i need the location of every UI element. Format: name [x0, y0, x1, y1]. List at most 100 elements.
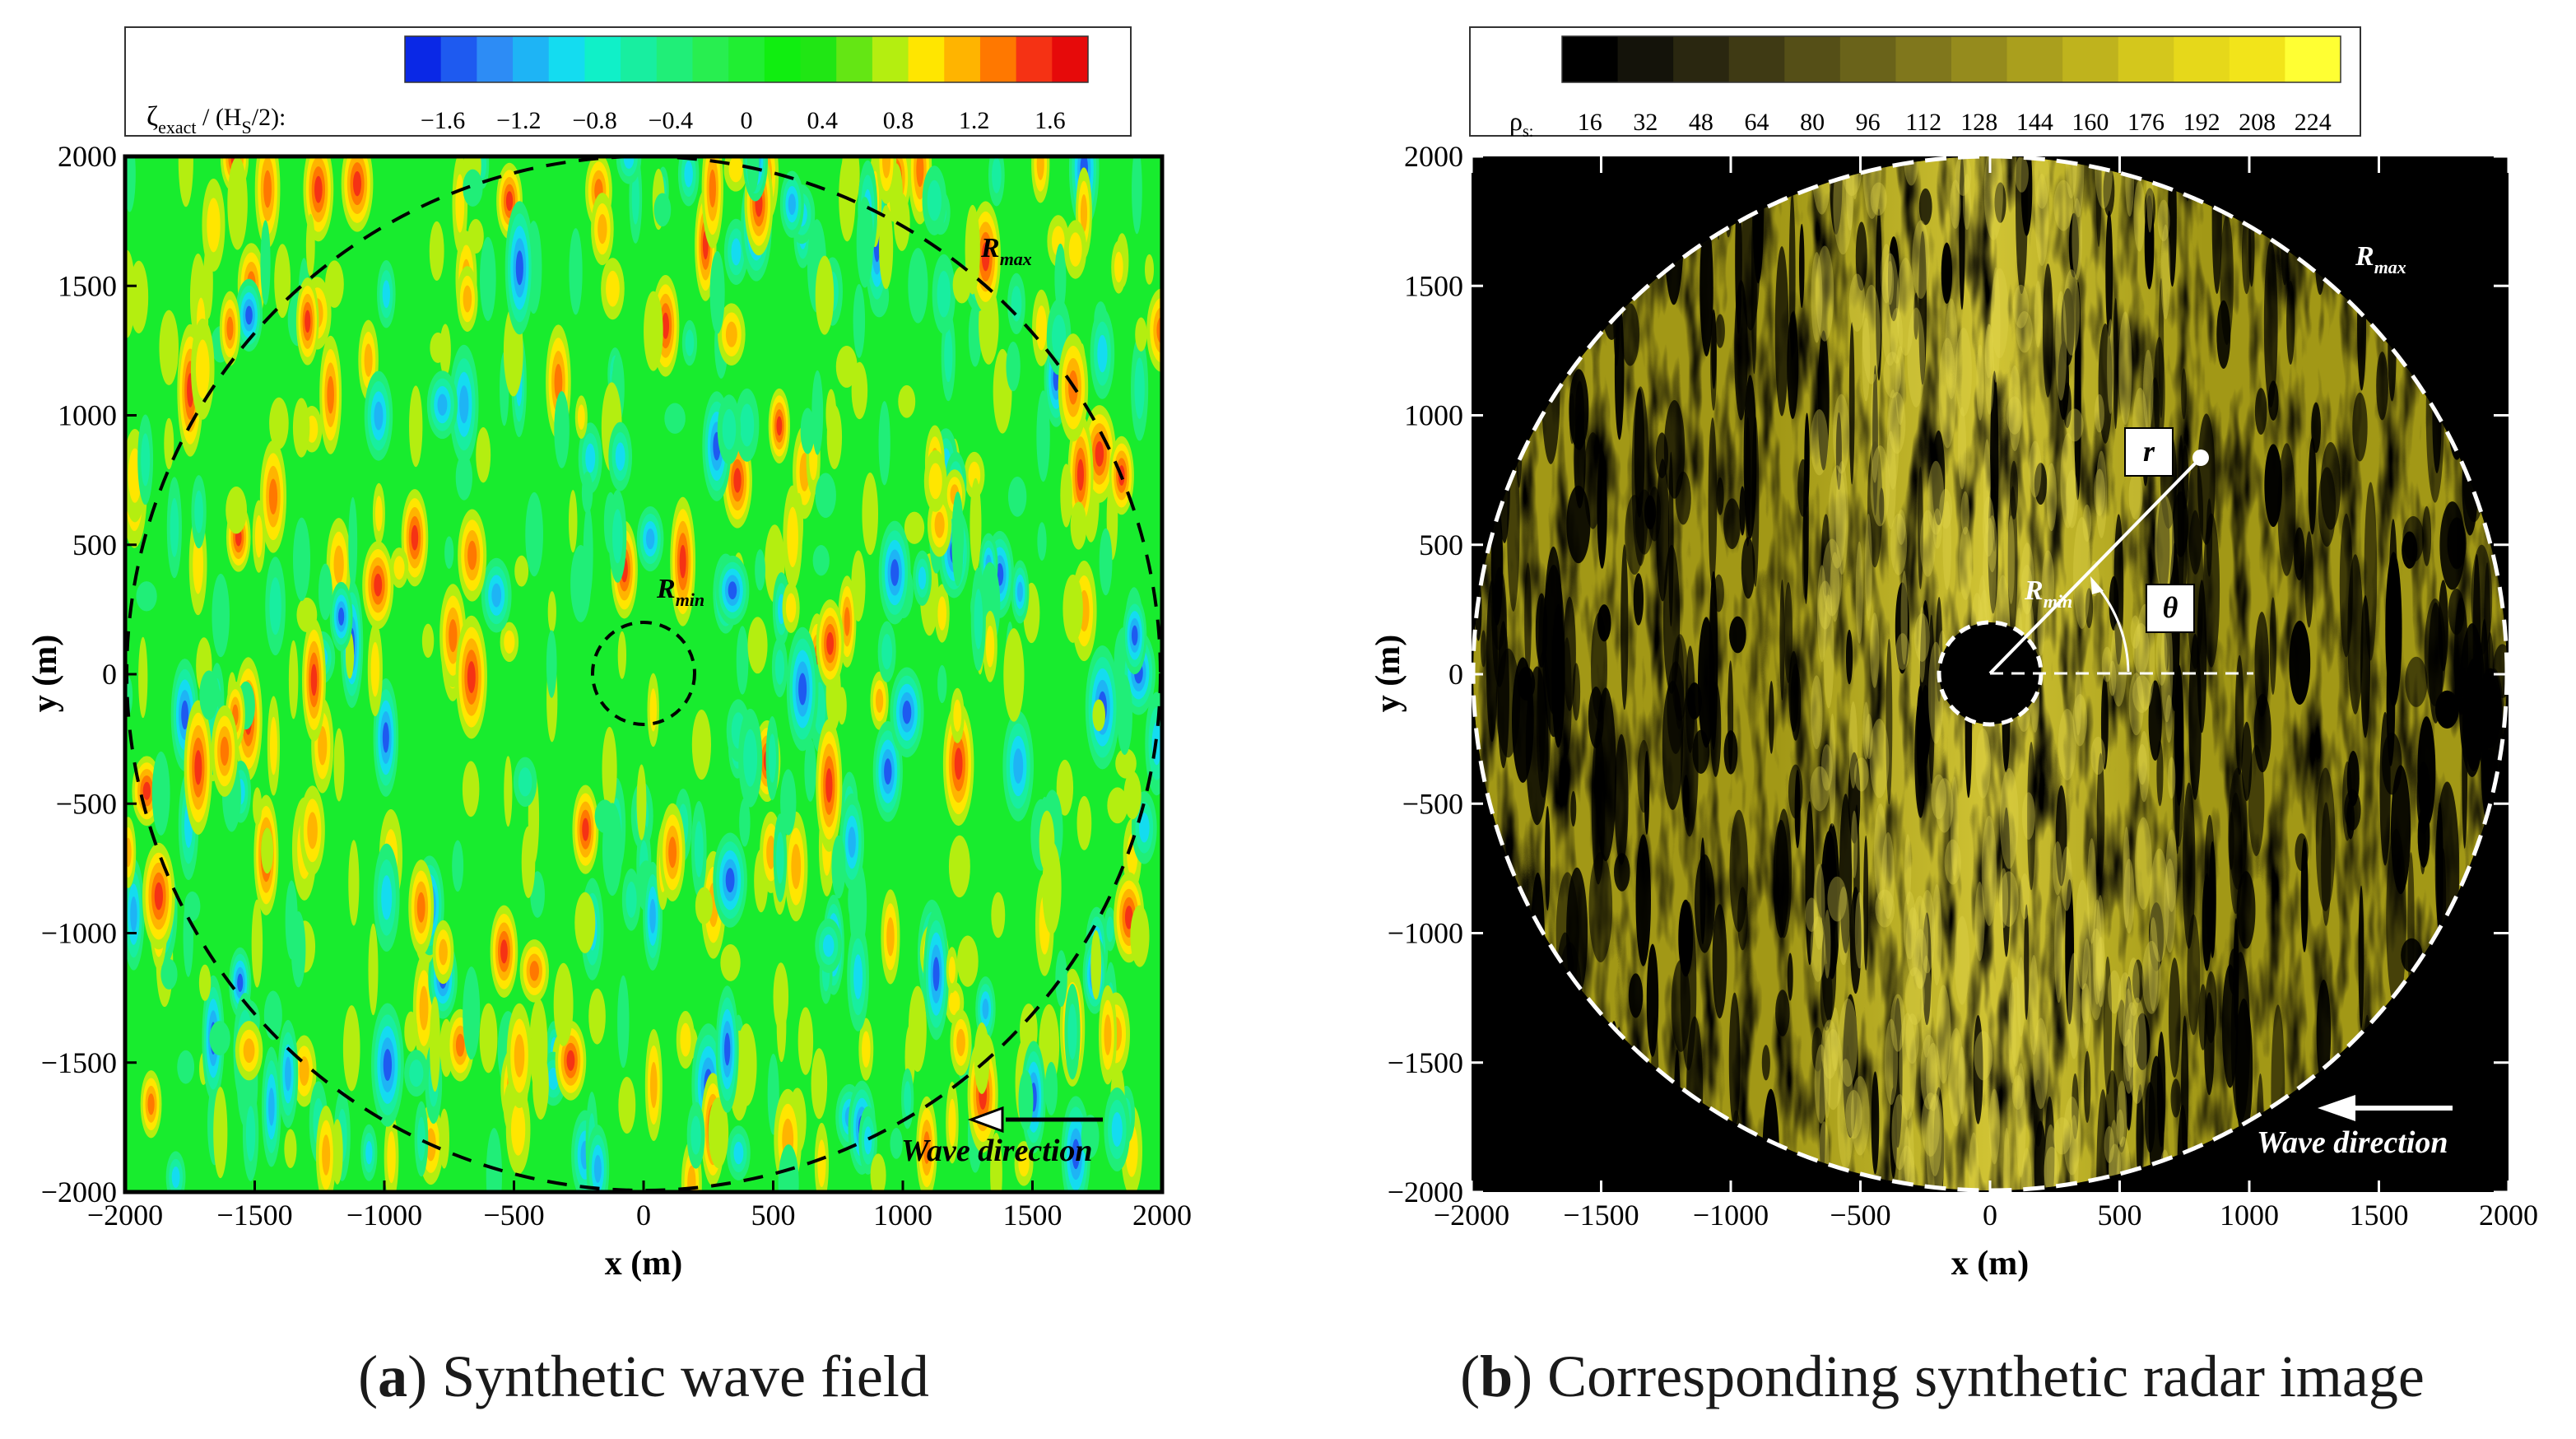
wave-crest: [1011, 286, 1022, 322]
y-tick-label: 0: [102, 658, 117, 691]
radar-highlight: [2072, 156, 2085, 218]
wave-crest: [1036, 390, 1050, 482]
radar-highlight: [2123, 1029, 2135, 1094]
radar-shadow: [2020, 156, 2033, 236]
radar-highlight: [1851, 810, 1858, 878]
theta-label-box: [2146, 584, 2195, 633]
wave-crest: [504, 630, 515, 654]
x-tick-label: 2000: [1132, 1199, 1192, 1232]
wave-crest: [199, 670, 219, 720]
colorbar-a-cell: [836, 36, 873, 82]
wave-crest: [510, 1102, 526, 1156]
wave-crest: [1138, 813, 1150, 843]
wave-crest: [956, 935, 979, 987]
wave-crest: [1018, 1069, 1034, 1131]
radar-highlight: [1918, 607, 1926, 683]
wave-crest: [479, 1003, 498, 1073]
radar-shadow: [2382, 732, 2402, 795]
wave-crest: [285, 1056, 291, 1092]
radar-shadow: [2103, 165, 2115, 217]
wave-crest: [1130, 905, 1150, 967]
radar-shadow: [1708, 417, 1718, 589]
radius-line: [1988, 456, 2202, 675]
radar-shadow: [2173, 491, 2189, 557]
radar-highlight: [1955, 328, 1972, 417]
wave-crest: [725, 321, 737, 347]
radar-shadow: [2405, 656, 2428, 707]
wave-crest: [569, 228, 583, 315]
wave-crest: [848, 827, 856, 858]
wave-crest: [882, 156, 891, 179]
radar-shadow: [2304, 531, 2313, 628]
wave-crest: [791, 844, 802, 890]
wave-crest: [625, 881, 637, 918]
wave-crest: [365, 1141, 373, 1165]
radar-shadow: [1914, 694, 1927, 818]
wave-crest: [864, 1126, 872, 1155]
wave-crest: [467, 218, 484, 254]
colorbar-a-cell: [656, 36, 693, 82]
radar-highlight: [1864, 514, 1872, 622]
wave-crest: [694, 821, 704, 878]
wave-crest: [890, 1128, 903, 1159]
wave-crest: [333, 545, 344, 584]
wave-crest: [968, 304, 982, 367]
wave-crest: [636, 764, 647, 841]
radar-highlight: [1900, 570, 1908, 665]
radar-shadow: [2071, 1073, 2079, 1139]
radar-highlight: [2148, 917, 2159, 1012]
wave-crest: [879, 205, 894, 290]
radar-shadow: [2042, 263, 2053, 398]
wave-crest: [1134, 357, 1145, 419]
radar-highlight: [1818, 580, 1833, 630]
colorbar-a-cell: [979, 36, 1017, 82]
y-tick-label: −1500: [1388, 1046, 1463, 1079]
wave-crest: [141, 433, 151, 487]
colorbar-b-cell: [1784, 36, 1841, 82]
radar-highlight: [1862, 284, 1881, 384]
wave-crest: [649, 688, 657, 732]
wave-crest: [546, 630, 557, 698]
radar-shadow: [2062, 382, 2071, 429]
radar-highlight: [1911, 895, 1929, 990]
radar-shadow: [1620, 303, 1640, 366]
wave-crest: [1044, 1061, 1058, 1115]
radar-highlight: [1862, 701, 1870, 760]
radar-shadow: [1614, 853, 1630, 892]
radar-highlight: [1854, 892, 1865, 969]
wave-crest: [314, 175, 323, 203]
radar-shadow: [1729, 616, 1746, 654]
wave-crest: [1037, 522, 1047, 561]
radar-highlight: [2108, 970, 2122, 1014]
radar-highlight: [1828, 465, 1847, 569]
wave-crest: [937, 270, 951, 318]
radar-highlight: [1955, 915, 1970, 1005]
radar-shadow: [1918, 466, 1923, 589]
radar-shadow: [2170, 1078, 2182, 1118]
colorbar-b-tick-label: 80: [1800, 109, 1825, 136]
radar-highlight: [1920, 1034, 1938, 1110]
radar-highlight: [1942, 501, 1951, 590]
wave-crest: [566, 1050, 575, 1071]
radar-highlight: [1896, 510, 1906, 545]
wave-crest: [269, 716, 277, 775]
wave-crest: [856, 197, 874, 288]
rmax-label-a: Rmax: [980, 233, 1032, 269]
x-tick-label: 1500: [1003, 1199, 1062, 1232]
radar-highlight: [1850, 1076, 1870, 1156]
colorbar-b-cell: [2229, 36, 2285, 82]
radar-shadow: [2068, 212, 2079, 278]
wave-crest: [387, 1131, 396, 1184]
radar-highlight: [1881, 244, 1893, 304]
radar-highlight: [1853, 757, 1869, 792]
radar-shadow: [1620, 544, 1629, 710]
wave-crest: [245, 1106, 256, 1162]
radar-highlight: [1999, 868, 2009, 929]
wave-crest: [348, 840, 360, 926]
radar-highlight: [2155, 625, 2168, 686]
wave-crest: [881, 633, 893, 670]
radar-shadow: [1887, 236, 1900, 322]
colorbar-a-tick-label: 1.2: [959, 107, 990, 134]
radar-shadow: [2024, 904, 2030, 1020]
radar-shadow: [2422, 505, 2432, 566]
